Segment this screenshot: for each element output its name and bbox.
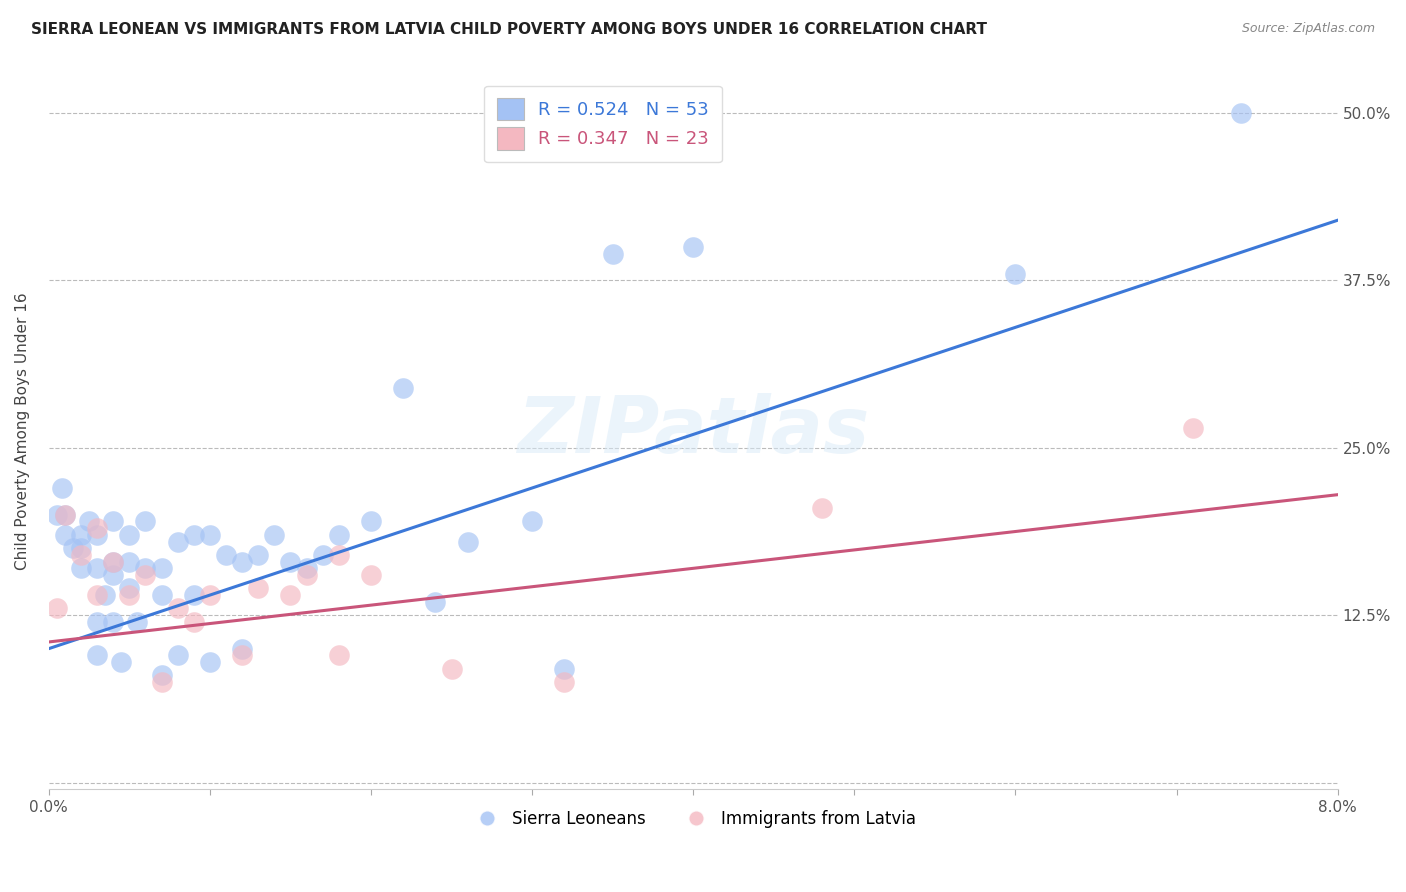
Point xyxy=(150,561,173,575)
Point xyxy=(198,528,221,542)
Legend: Sierra Leoneans, Immigrants from Latvia: Sierra Leoneans, Immigrants from Latvia xyxy=(464,804,922,835)
Point xyxy=(811,501,834,516)
Point xyxy=(86,615,108,629)
Point xyxy=(1230,106,1253,120)
Point xyxy=(134,568,156,582)
Point xyxy=(231,648,253,663)
Y-axis label: Child Poverty Among Boys Under 16: Child Poverty Among Boys Under 16 xyxy=(15,293,30,570)
Point xyxy=(51,481,73,495)
Point xyxy=(392,381,415,395)
Point xyxy=(183,528,205,542)
Point xyxy=(150,668,173,682)
Point xyxy=(425,595,447,609)
Point xyxy=(231,641,253,656)
Point xyxy=(127,615,149,629)
Point xyxy=(247,582,270,596)
Point xyxy=(280,588,302,602)
Point xyxy=(103,515,125,529)
Point xyxy=(70,548,93,562)
Point xyxy=(70,561,93,575)
Point xyxy=(166,534,188,549)
Point xyxy=(77,515,100,529)
Point xyxy=(295,561,318,575)
Point xyxy=(553,675,575,690)
Point xyxy=(553,662,575,676)
Point xyxy=(520,515,543,529)
Point xyxy=(198,588,221,602)
Point xyxy=(198,655,221,669)
Point xyxy=(231,555,253,569)
Point xyxy=(103,555,125,569)
Point xyxy=(295,568,318,582)
Point xyxy=(457,534,479,549)
Point xyxy=(53,508,76,522)
Point xyxy=(45,601,67,615)
Point xyxy=(110,655,132,669)
Text: Source: ZipAtlas.com: Source: ZipAtlas.com xyxy=(1241,22,1375,36)
Point xyxy=(602,246,624,260)
Point xyxy=(53,508,76,522)
Point xyxy=(118,528,141,542)
Point xyxy=(280,555,302,569)
Point xyxy=(440,662,463,676)
Point xyxy=(86,528,108,542)
Point xyxy=(360,568,382,582)
Point xyxy=(134,561,156,575)
Point xyxy=(150,675,173,690)
Point xyxy=(86,648,108,663)
Point xyxy=(166,648,188,663)
Point xyxy=(118,582,141,596)
Point xyxy=(103,615,125,629)
Point xyxy=(103,555,125,569)
Point xyxy=(86,588,108,602)
Point xyxy=(263,528,285,542)
Point xyxy=(45,508,67,522)
Point xyxy=(682,240,704,254)
Point xyxy=(150,588,173,602)
Point xyxy=(183,588,205,602)
Point xyxy=(70,541,93,556)
Point xyxy=(328,548,350,562)
Point xyxy=(94,588,117,602)
Point xyxy=(1004,267,1026,281)
Point xyxy=(183,615,205,629)
Text: ZIPatlas: ZIPatlas xyxy=(517,393,869,469)
Point xyxy=(118,555,141,569)
Point xyxy=(86,561,108,575)
Point xyxy=(360,515,382,529)
Point xyxy=(328,648,350,663)
Point xyxy=(215,548,238,562)
Point xyxy=(311,548,333,562)
Point xyxy=(118,588,141,602)
Point xyxy=(247,548,270,562)
Point xyxy=(134,515,156,529)
Point xyxy=(103,568,125,582)
Point xyxy=(328,528,350,542)
Point xyxy=(166,601,188,615)
Point xyxy=(1181,421,1204,435)
Text: SIERRA LEONEAN VS IMMIGRANTS FROM LATVIA CHILD POVERTY AMONG BOYS UNDER 16 CORRE: SIERRA LEONEAN VS IMMIGRANTS FROM LATVIA… xyxy=(31,22,987,37)
Point xyxy=(53,528,76,542)
Point xyxy=(86,521,108,535)
Point xyxy=(62,541,84,556)
Point xyxy=(70,528,93,542)
